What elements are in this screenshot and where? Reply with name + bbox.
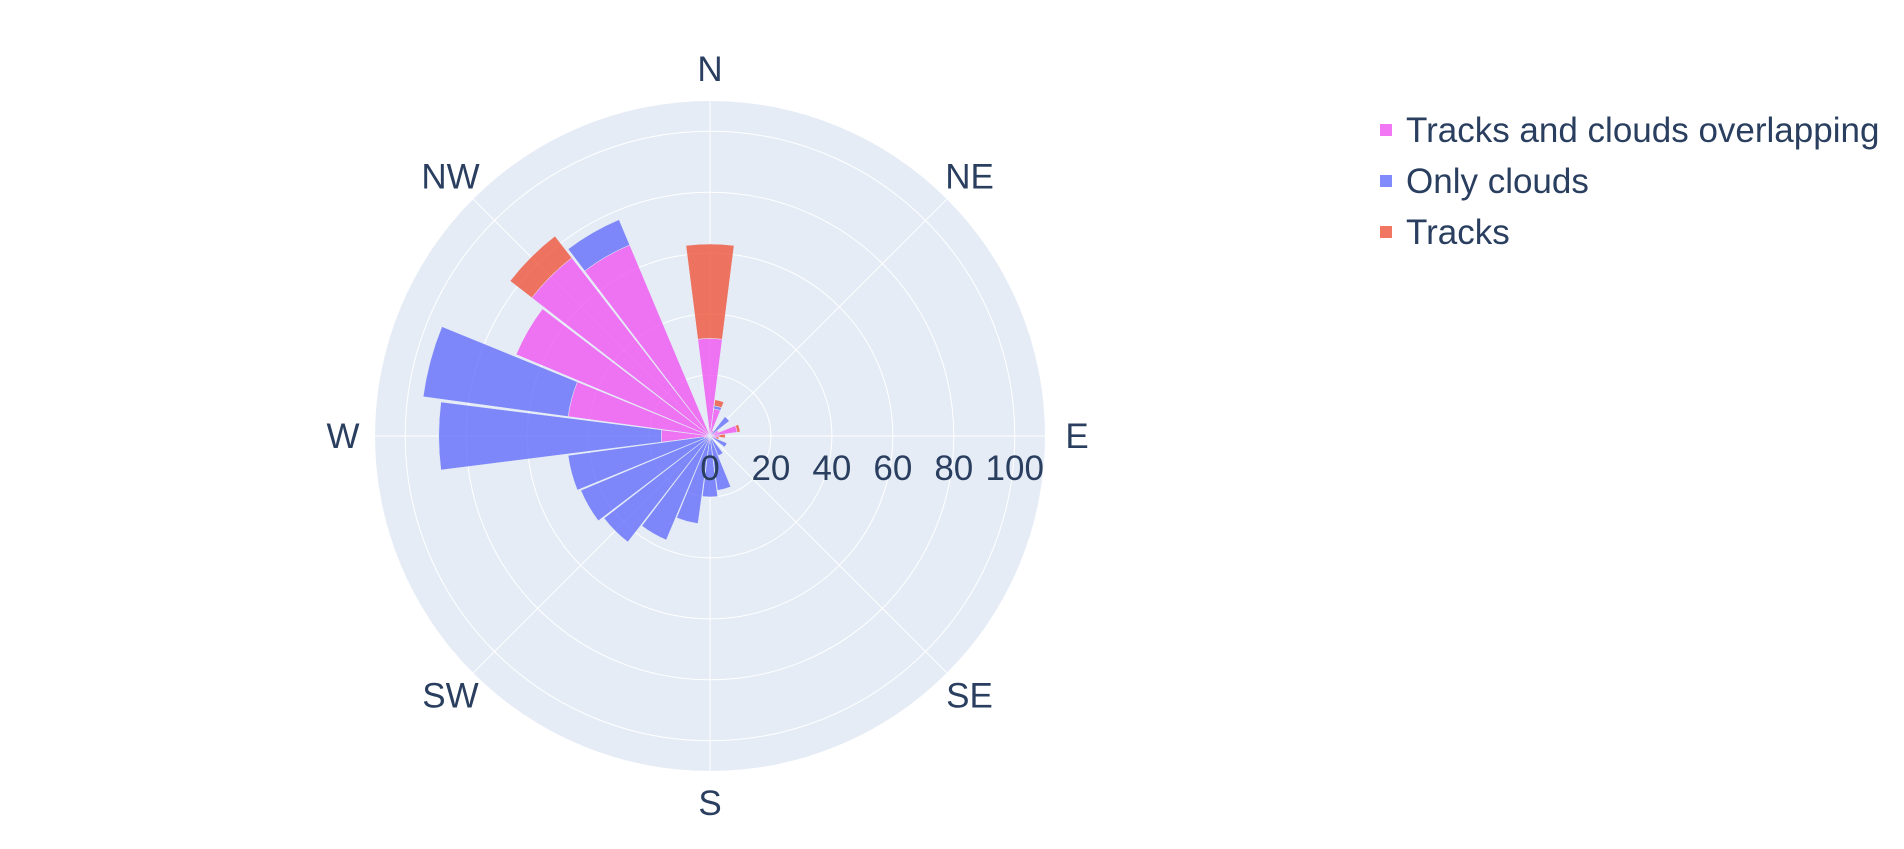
bar-0-300 bbox=[515, 308, 711, 437]
radial-tick-label-80: 80 bbox=[934, 449, 973, 488]
bar-2-90 bbox=[718, 433, 726, 439]
legend-label: Tracks and clouds overlapping bbox=[1406, 111, 1879, 150]
legend[interactable]: Tracks and clouds overlapping Only clouds… bbox=[1380, 111, 1879, 252]
bar-1-240 bbox=[580, 435, 711, 522]
bar-1-285 bbox=[422, 326, 578, 417]
bar-2-105 bbox=[715, 436, 720, 440]
angular-axis-labels: N NE E SE S SW W NW bbox=[326, 50, 1088, 823]
bar-2-75 bbox=[735, 424, 741, 433]
bar-2-15 bbox=[713, 399, 725, 409]
legend-swatch bbox=[1380, 175, 1392, 187]
bar-1-270 bbox=[438, 401, 662, 471]
legend-item-0[interactable]: Tracks and clouds overlapping bbox=[1380, 111, 1879, 150]
angular-label-w: W bbox=[326, 417, 359, 456]
bar-1-180 bbox=[702, 435, 718, 498]
legend-swatch bbox=[1380, 226, 1392, 238]
angular-label-s: S bbox=[698, 784, 721, 823]
bar-2-315 bbox=[509, 235, 573, 299]
radial-tick-label-100: 100 bbox=[986, 449, 1044, 488]
angular-gridline-se bbox=[709, 435, 948, 674]
legend-item-2[interactable]: Tracks bbox=[1380, 213, 1510, 252]
angular-label-e: E bbox=[1065, 417, 1088, 456]
series-tracks bbox=[509, 235, 741, 440]
series-tracks-and-clouds-overlapping bbox=[515, 244, 738, 443]
angular-label-se: SE bbox=[946, 677, 993, 716]
legend-item-1[interactable]: Only clouds bbox=[1380, 162, 1589, 201]
angular-label-sw: SW bbox=[422, 677, 478, 716]
bar-1-165 bbox=[709, 435, 732, 491]
radial-axis-labels: 0 20 40 60 80 100 bbox=[700, 449, 1044, 488]
bar-1-210 bbox=[641, 435, 711, 541]
angular-label-n: N bbox=[697, 50, 722, 89]
radial-tick-label-20: 20 bbox=[751, 449, 790, 488]
bar-1-225 bbox=[603, 435, 711, 543]
legend-swatch bbox=[1380, 124, 1392, 136]
bar-1-45 bbox=[709, 416, 730, 437]
bar-2-0 bbox=[685, 243, 735, 340]
legend-label: Tracks bbox=[1406, 213, 1510, 252]
angular-gridline-ne bbox=[709, 198, 948, 437]
angular-label-ne: NE bbox=[945, 157, 994, 196]
legend-label: Only clouds bbox=[1406, 162, 1589, 201]
radial-tick-label-40: 40 bbox=[812, 449, 851, 488]
bar-layer bbox=[422, 219, 741, 543]
bar-1-330 bbox=[567, 219, 631, 272]
angular-label-nw: NW bbox=[421, 157, 479, 196]
bar-1-195 bbox=[676, 441, 710, 524]
radial-tick-label-60: 60 bbox=[873, 449, 912, 488]
bar-1-255 bbox=[567, 436, 705, 491]
series-only-clouds bbox=[422, 219, 732, 543]
radial-tick-label-0: 0 bbox=[700, 449, 719, 488]
bar-1-120 bbox=[709, 435, 728, 448]
